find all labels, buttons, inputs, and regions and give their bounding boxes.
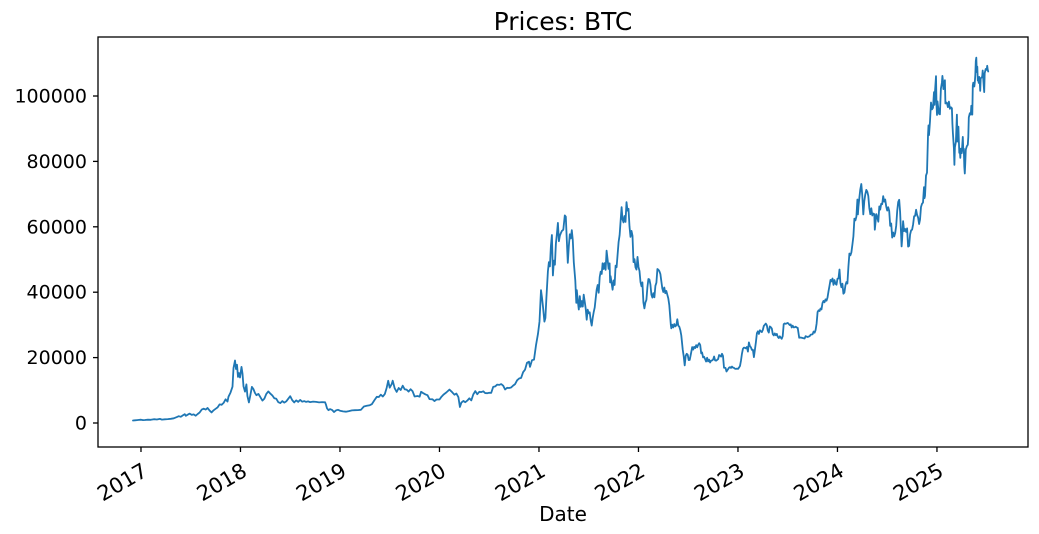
y-axis-ticks: 0 20000 40000 60000 80000 100000: [14, 86, 98, 434]
x-axis-label: Date: [539, 502, 587, 526]
y-tick-label: 60000: [27, 216, 87, 238]
y-tick-label: 0: [75, 412, 87, 434]
y-tick-label: 40000: [27, 282, 87, 304]
y-tick-label: 80000: [27, 151, 87, 173]
chart-title: Prices: BTC: [494, 7, 633, 36]
btc-price-line: [132, 56, 990, 422]
y-tick-label: 20000: [27, 347, 87, 369]
plot-spines: [97, 36, 1029, 448]
y-tick-label: 100000: [14, 86, 87, 108]
